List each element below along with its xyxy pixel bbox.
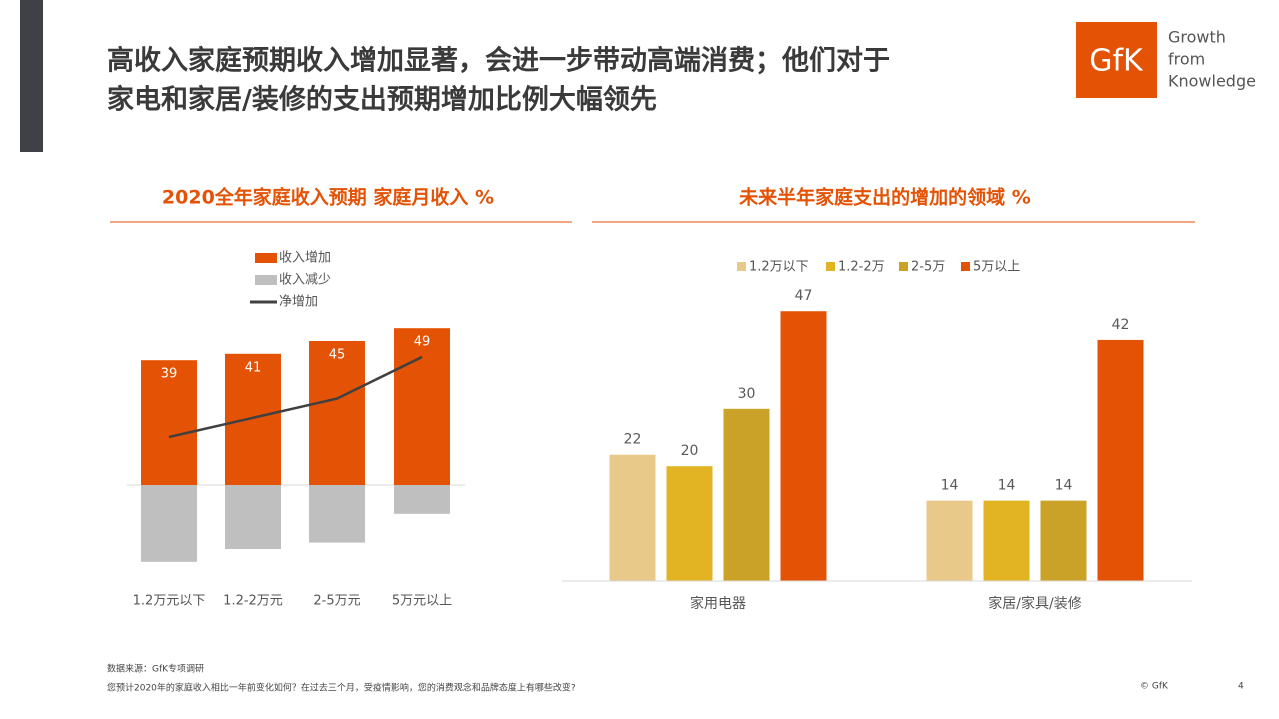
value-label: 49 (414, 335, 431, 350)
bar (1097, 339, 1144, 581)
x-tick-label: 1.2万元以下 (133, 594, 206, 609)
value-label: 42 (1112, 317, 1130, 333)
tagline: Growth (1168, 28, 1226, 47)
legend-swatch (899, 262, 908, 271)
value-label: 30 (738, 386, 756, 402)
x-tick-label: 家居/家具/装修 (988, 595, 1081, 612)
bar (609, 454, 656, 581)
bar (141, 360, 197, 485)
chart-title: 2020全年家庭收入预期 家庭月收入 % (162, 186, 494, 209)
legend-swatch (255, 253, 277, 263)
bar (141, 485, 197, 562)
bar (309, 341, 365, 485)
title-line: 高收入家庭预期收入增加显著，会进一步带动高端消费；他们对于 (107, 45, 890, 77)
legend-label: 1.2万以下 (749, 260, 809, 275)
title-line: 家电和家居/装修的支出预期增加比例大幅领先 (107, 84, 657, 116)
legend-label: 1.2-2万 (838, 260, 885, 275)
net-line (168, 355, 423, 439)
value-label: 14 (1055, 478, 1073, 494)
x-tick-label: 5万元以上 (392, 594, 452, 609)
chart-title: 未来半年家庭支出的增加的领域 % (738, 186, 1031, 209)
bar (394, 328, 450, 485)
side-bar (20, 0, 43, 152)
legend-swatch (255, 275, 277, 285)
bar (1040, 500, 1087, 581)
source: 数据来源：GfK专项调研 (107, 663, 204, 675)
tagline: from (1168, 50, 1205, 69)
page-number: 4 (1238, 682, 1244, 692)
bar (225, 485, 281, 549)
bar (225, 353, 281, 485)
legend-swatch (826, 262, 835, 271)
question: 您预计2020年的家庭收入相比一年前变化如何？在过去三个月，受疫情影响，您的消费… (107, 682, 576, 694)
value-label: 47 (795, 288, 813, 304)
value-label: 14 (998, 478, 1016, 494)
legend-label: 收入增加 (279, 251, 331, 266)
value-label: 39 (161, 367, 178, 382)
value-label: 22 (624, 432, 642, 448)
copyright: © GfK (1140, 682, 1169, 692)
bar (723, 408, 770, 581)
bar (309, 485, 365, 543)
bar (926, 500, 973, 581)
legend-swatch (961, 262, 970, 271)
logo-box (1076, 22, 1157, 98)
tagline: Knowledge (1168, 72, 1256, 91)
bar (983, 500, 1030, 581)
bar (780, 311, 827, 581)
value-label: 41 (245, 360, 262, 375)
x-tick-label: 家用电器 (690, 595, 746, 612)
legend-label: 2-5万 (911, 260, 945, 275)
legend-label: 5万以上 (973, 260, 1020, 275)
value-label: 14 (941, 478, 959, 494)
legend-swatch (737, 262, 746, 271)
x-tick-label: 1.2-2万元 (223, 594, 283, 609)
x-tick-label: 2-5万元 (313, 594, 360, 609)
value-label: 45 (329, 348, 346, 363)
logo: GfK (1089, 44, 1144, 79)
legend-label: 净增加 (279, 295, 318, 310)
value-label: 20 (681, 443, 699, 459)
bar (666, 466, 713, 581)
bar (394, 485, 450, 514)
legend-label: 收入减少 (279, 273, 331, 288)
